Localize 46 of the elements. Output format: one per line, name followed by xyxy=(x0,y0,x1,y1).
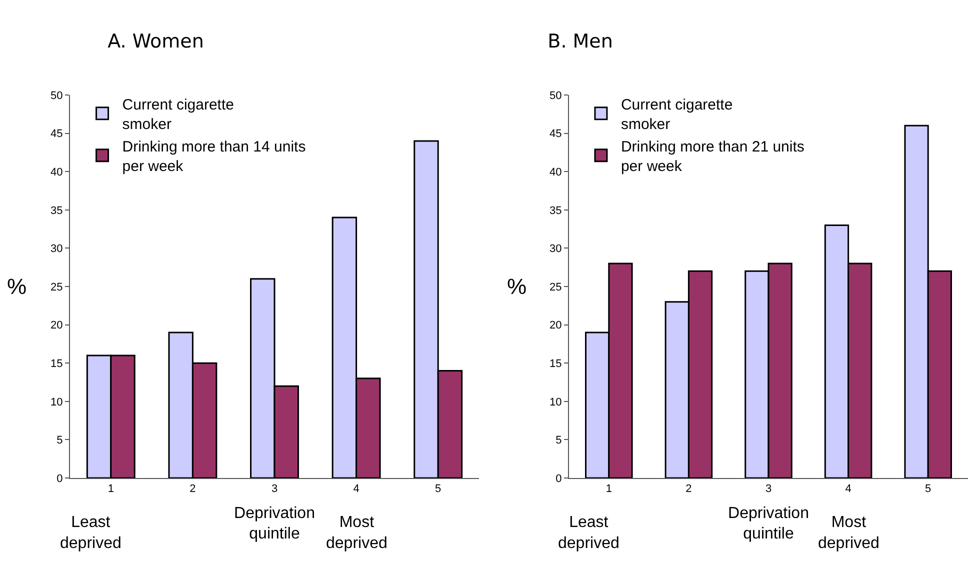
x-tick-label: 5 xyxy=(925,483,932,496)
y-tick-label: 5 xyxy=(556,434,562,447)
y-tick-label: 10 xyxy=(50,396,63,408)
y-tick-label: 5 xyxy=(56,434,63,447)
legend-label: Current cigarette smoker xyxy=(620,96,733,133)
x-tick-label: 1 xyxy=(108,483,114,496)
text: Most deprived xyxy=(326,514,388,552)
x-tick-label: 2 xyxy=(686,483,692,496)
chart-title: A. Women xyxy=(108,30,204,52)
x-tick-label: 1 xyxy=(606,483,612,496)
y-tick-label: 15 xyxy=(550,358,562,370)
chart-title: B. Men xyxy=(548,30,613,52)
y-tick-label: 25 xyxy=(550,281,562,294)
x-tick-label: 4 xyxy=(353,483,360,496)
y-tick-label: 35 xyxy=(550,204,562,217)
x-axis-title: Deprivation quintile xyxy=(234,504,315,543)
legend-label: Drinking more than 14 units per week xyxy=(122,138,306,175)
y-tick-label: 50 xyxy=(50,90,63,102)
y-tick-label: 50 xyxy=(550,90,562,102)
y-tick-label: 0 xyxy=(56,472,63,485)
legend-label: Drinking more than 21 units per week xyxy=(620,138,804,175)
y-tick-label: 45 xyxy=(50,128,63,140)
y-tick-label: 40 xyxy=(50,166,63,178)
y-tick-label: 30 xyxy=(50,243,63,256)
y-axis-title: % xyxy=(507,274,527,299)
x-tick-label: 3 xyxy=(765,483,772,496)
y-tick-label: 15 xyxy=(50,358,63,370)
x-tick-label: 3 xyxy=(271,483,278,496)
x-axis-title: Deprivation quintile xyxy=(728,504,809,543)
x-tick-label: 4 xyxy=(845,483,852,496)
y-tick-label: 20 xyxy=(550,320,562,332)
text: Least deprived xyxy=(60,514,122,552)
y-tick-label: 30 xyxy=(550,243,562,256)
y-tick-label: 35 xyxy=(50,204,63,217)
text: Least deprived xyxy=(558,514,620,552)
x-tick-label: 5 xyxy=(435,483,442,496)
y-axis-title: % xyxy=(7,274,27,299)
y-tick-label: 20 xyxy=(50,320,63,332)
y-tick-label: 25 xyxy=(50,281,63,294)
y-tick-label: 10 xyxy=(550,396,562,408)
legend-label: Current cigarette smoker xyxy=(122,96,234,133)
y-tick-label: 40 xyxy=(550,166,562,178)
y-tick-label: 45 xyxy=(550,128,562,140)
x-tick-label: 2 xyxy=(190,483,196,496)
text: Most deprived xyxy=(818,514,880,552)
y-tick-label: 0 xyxy=(556,472,562,485)
